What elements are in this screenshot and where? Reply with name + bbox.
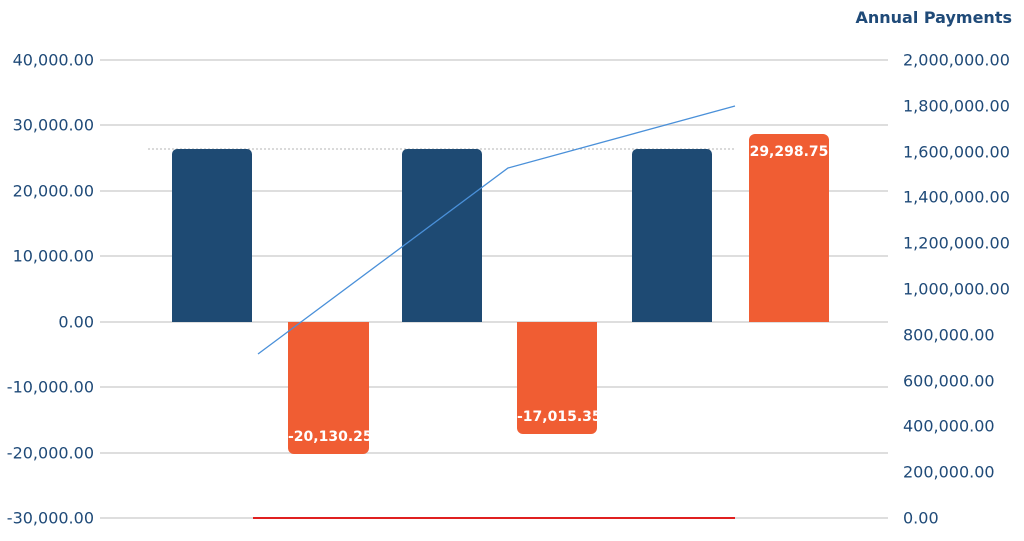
- bar-payment-2[interactable]: [402, 149, 482, 322]
- bar-difference-3[interactable]: 29,298.75: [749, 134, 829, 322]
- right-axis-tick: 2,000,000.00: [903, 50, 1010, 70]
- left-axis-tick: 30,000.00: [12, 115, 94, 135]
- left-axis-tick: -30,000.00: [6, 508, 94, 528]
- left-axis-tick: 10,000.00: [12, 246, 94, 266]
- right-axis-tick: 200,000.00: [903, 462, 995, 482]
- right-axis-tick: 1,800,000.00: [903, 96, 1010, 116]
- gridline: [100, 59, 888, 61]
- left-axis-tick: 20,000.00: [12, 181, 94, 201]
- right-axis-tick: 800,000.00: [903, 325, 995, 345]
- gridline: [100, 124, 888, 126]
- right-axis-tick: 400,000.00: [903, 416, 995, 436]
- bar-difference-2[interactable]: -17,015.35: [517, 322, 602, 434]
- right-axis-tick: 0.00: [903, 508, 939, 528]
- right-axis-tick: 1,000,000.00: [903, 279, 1010, 299]
- right-axis-tick: 1,400,000.00: [903, 187, 1010, 207]
- right-axis-tick: 600,000.00: [903, 371, 995, 391]
- right-axis-tick: 1,600,000.00: [903, 142, 1010, 162]
- bar-value-label: 29,298.75: [749, 144, 829, 160]
- gridline: [100, 321, 888, 323]
- right-axis-tick: 1,200,000.00: [903, 233, 1010, 253]
- bar-payment-3[interactable]: [632, 149, 712, 322]
- bar-value-label: -17,015.35: [517, 409, 602, 425]
- gridline: [100, 386, 888, 388]
- left-axis-tick: 0.00: [58, 312, 94, 332]
- gridline: [100, 255, 888, 257]
- annual-payments-line[interactable]: [257, 105, 736, 355]
- left-axis-tick: -10,000.00: [6, 377, 94, 397]
- gridline: [100, 452, 888, 454]
- right-axis-title: Annual Payments: [855, 8, 1012, 27]
- bar-payment-1[interactable]: [172, 149, 252, 322]
- left-axis-tick: 40,000.00: [12, 50, 94, 70]
- bar-difference-1[interactable]: -20,130.25: [288, 322, 373, 454]
- gridline: [100, 190, 888, 192]
- bar-value-label: -20,130.25: [288, 429, 373, 445]
- left-axis-tick: -20,000.00: [6, 443, 94, 463]
